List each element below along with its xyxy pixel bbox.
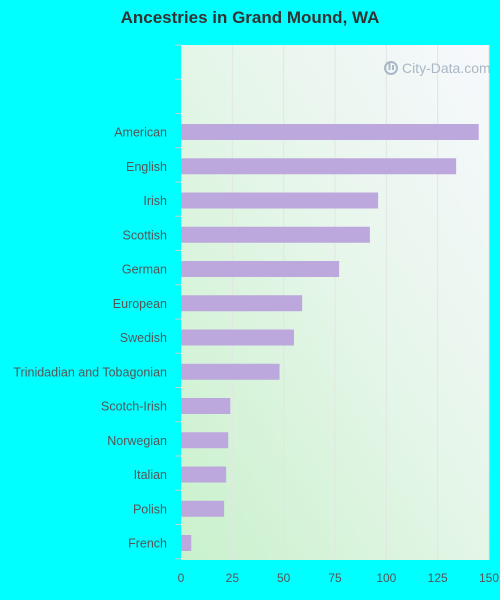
bar-german	[181, 261, 340, 277]
watermark: City-Data.com	[384, 60, 491, 76]
x-tick-label: 0	[178, 571, 185, 585]
category-label: Scottish	[123, 228, 168, 242]
bar-french	[181, 535, 192, 551]
category-label: American	[114, 126, 167, 140]
bar-norwegian	[181, 432, 229, 449]
category-label: Swedish	[120, 331, 167, 345]
bar-polish	[181, 500, 225, 517]
watermark-icon	[384, 61, 398, 75]
bar-trinidadian-and-tobagonian	[181, 363, 280, 380]
category-label: Trinidadian and Tobagonian	[13, 365, 167, 379]
bar-european	[181, 295, 303, 312]
chart-title: Ancestries in Grand Mound, WA	[120, 8, 380, 27]
bar-irish	[181, 192, 379, 209]
category-label: Polish	[133, 502, 167, 516]
category-label: Irish	[143, 194, 167, 208]
category-label: German	[122, 263, 167, 277]
bar-american	[181, 124, 479, 140]
bar-scotch-irish	[181, 398, 231, 414]
bar-swedish	[181, 329, 294, 346]
x-tick-label: 50	[277, 571, 291, 585]
x-tick-label: 100	[376, 571, 396, 585]
bar-english	[181, 158, 457, 175]
x-tick-label: 75	[328, 571, 342, 585]
x-tick-label: 150	[479, 571, 499, 585]
category-label: English	[126, 160, 167, 174]
category-label: European	[113, 297, 167, 311]
bar-scottish	[181, 226, 370, 243]
category-label: Scotch-Irish	[101, 400, 167, 414]
x-tick-label: 125	[428, 571, 448, 585]
category-label: Norwegian	[107, 434, 167, 448]
watermark-text: City-Data.com	[402, 60, 491, 76]
bar-italian	[181, 466, 227, 483]
x-tick-label: 25	[226, 571, 240, 585]
category-label: French	[128, 537, 167, 551]
category-label: Italian	[134, 468, 167, 482]
